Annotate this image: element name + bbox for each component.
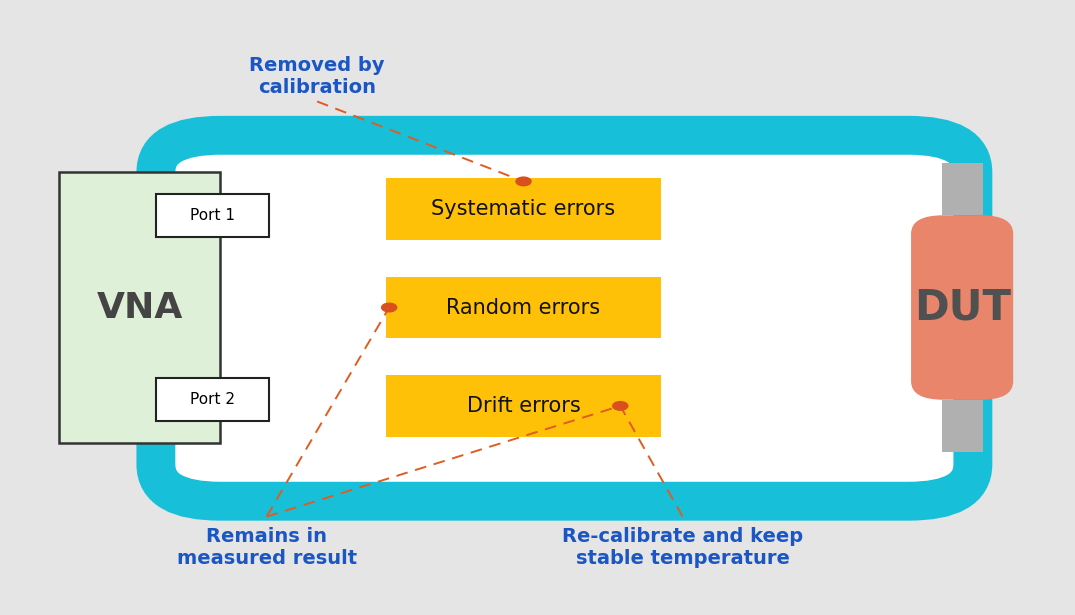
FancyBboxPatch shape (387, 277, 661, 338)
FancyBboxPatch shape (156, 194, 269, 237)
Text: Systematic errors: Systematic errors (431, 199, 616, 219)
FancyBboxPatch shape (912, 215, 1013, 400)
Text: Remains in
measured result: Remains in measured result (176, 527, 357, 568)
FancyBboxPatch shape (156, 135, 973, 501)
FancyBboxPatch shape (59, 172, 220, 443)
Circle shape (382, 303, 397, 312)
FancyBboxPatch shape (156, 378, 269, 421)
Text: Random errors: Random errors (446, 298, 601, 317)
Circle shape (516, 177, 531, 186)
Text: Port 2: Port 2 (190, 392, 234, 407)
Text: Port 1: Port 1 (190, 208, 234, 223)
FancyBboxPatch shape (387, 375, 661, 437)
Text: DUT: DUT (914, 287, 1010, 328)
Text: Re-calibrate and keep
stable temperature: Re-calibrate and keep stable temperature (562, 527, 803, 568)
Text: VNA: VNA (97, 290, 183, 325)
FancyBboxPatch shape (387, 178, 661, 240)
FancyBboxPatch shape (942, 400, 983, 452)
Text: Drift errors: Drift errors (467, 396, 580, 416)
Circle shape (613, 402, 628, 410)
FancyBboxPatch shape (942, 163, 983, 215)
Text: Removed by
calibration: Removed by calibration (249, 57, 385, 97)
